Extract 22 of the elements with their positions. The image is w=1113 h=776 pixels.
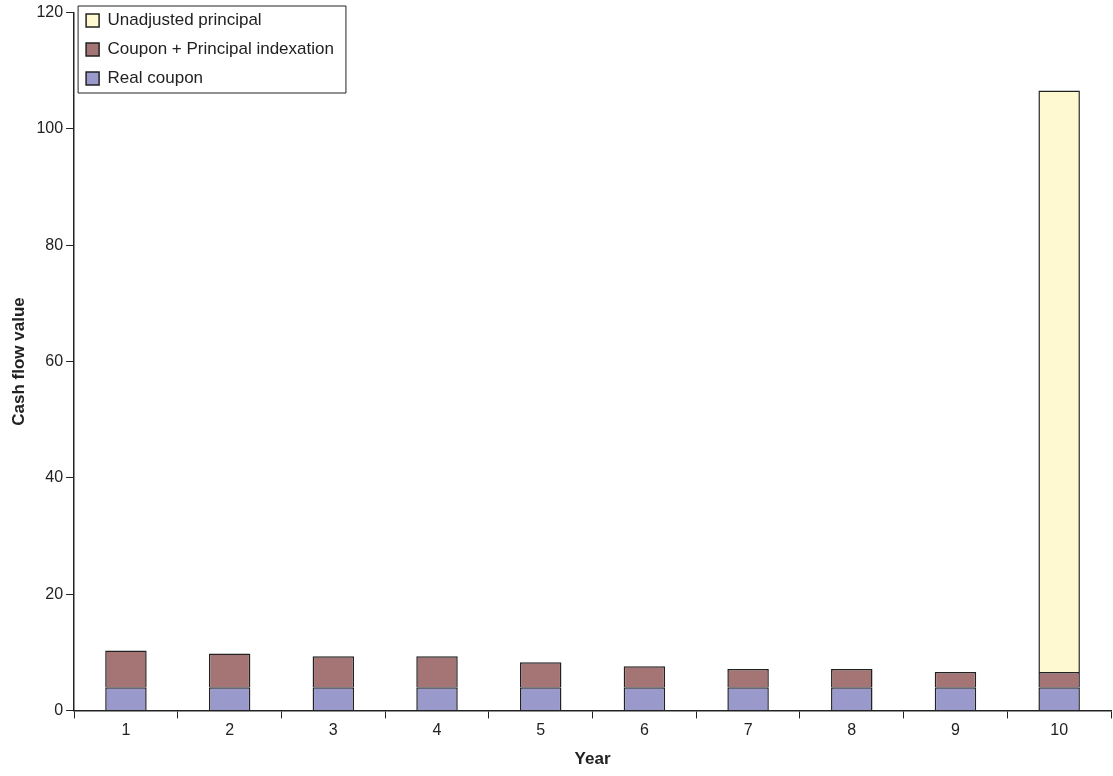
x-tick-label: 4 — [432, 721, 442, 739]
y-tick-label: 100 — [36, 119, 64, 137]
x-tick-label: 2 — [225, 721, 235, 739]
x-tick-label: 5 — [536, 721, 546, 739]
x-axis-title: Year — [574, 749, 611, 769]
y-tick-label: 120 — [36, 3, 64, 21]
legend-label: Unadjusted principal — [107, 10, 262, 30]
y-tick-label: 40 — [45, 468, 64, 486]
x-tick-label: 1 — [121, 721, 131, 739]
x-tick-label: 3 — [328, 721, 338, 739]
y-tick-label: 60 — [45, 351, 64, 369]
y-tick-label: 20 — [45, 584, 64, 602]
legend-label: Real coupon — [107, 68, 204, 88]
x-tick-label: 9 — [951, 721, 961, 739]
y-axis-title: Cash flow value — [8, 297, 28, 426]
y-tick-label: 80 — [45, 235, 64, 253]
x-tick-label: 8 — [847, 721, 857, 739]
y-tick-label: 0 — [54, 700, 64, 718]
legend-label: Coupon + Principal indexation — [107, 39, 334, 59]
x-tick-label: 6 — [639, 721, 649, 739]
x-tick-label: 10 — [1050, 721, 1069, 739]
x-tick-label: 7 — [743, 721, 753, 739]
